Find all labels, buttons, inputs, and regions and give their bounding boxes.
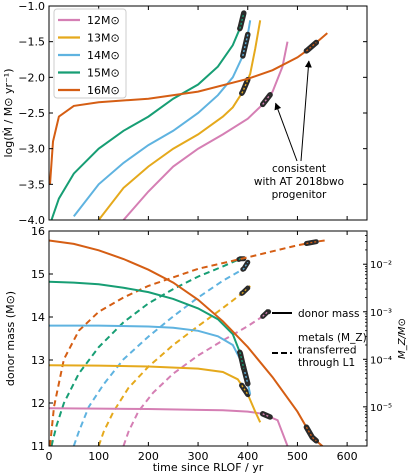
mass-highlight-inner-13: [241, 385, 249, 395]
bottom-y2-tick-label: 10⁻⁴: [370, 355, 392, 366]
bottom-y-axis-label: donor mass (M⊙): [4, 291, 17, 386]
legend-solid-label: donor mass: [298, 308, 359, 320]
legend-entry-15: 15M⊙: [87, 67, 120, 80]
series-line-12: [122, 41, 289, 220]
highlight-marker-12: [259, 92, 273, 108]
top-y-tick-label: −1.0: [18, 0, 45, 13]
mass-line-15: [49, 280, 245, 369]
metal-highlight-inner-13: [241, 287, 249, 294]
top-plot-area: [49, 10, 328, 220]
bottom-y2-axis-label: M_Z/M⊙: [397, 318, 408, 359]
series-line-13: [97, 20, 262, 220]
x-axis-label: time since RLOF / yr: [153, 461, 264, 474]
bottom-y2-tick-label: 10⁻²: [370, 260, 392, 271]
legend-entry-13: 13M⊙: [87, 32, 120, 45]
annotation-text-line: progenitor: [272, 189, 327, 201]
bottom-x-tick-label: 200: [138, 450, 159, 463]
bottom-axes-frame: [48, 230, 368, 447]
legend-dashed-label: through L1: [298, 357, 355, 369]
mass-highlight-inner-14: [242, 364, 249, 384]
legend-dashed-label: metals (M_Z): [298, 332, 367, 344]
bottom-y2-tick-label: 10⁻³: [370, 308, 392, 319]
annotation-text-line: with AT 2018bwo: [254, 176, 344, 188]
top-y-tick-label: −2.5: [18, 107, 45, 120]
annotation-text-line: consistent: [272, 163, 326, 175]
metal-highlight-inner-15: [238, 258, 244, 261]
bottom-legend: donor mass metals (M_Z)transferredthrough…: [272, 308, 367, 369]
bottom-plot-area: [49, 239, 328, 446]
bottom-x-tick-label: 400: [237, 450, 258, 463]
legend-entry-16: 16M⊙: [87, 84, 120, 97]
top-legend: 12M⊙ 13M⊙ 14M⊙ 15M⊙ 16M⊙: [53, 8, 127, 99]
bottom-x-tick-label: 100: [88, 450, 109, 463]
annotation-arrow-2: [300, 60, 312, 162]
highlight-inner-16: [305, 41, 317, 52]
bottom-y-tick-label: 12: [31, 397, 45, 410]
bottom-y-tick-label: 13: [31, 354, 45, 367]
bottom-x-tick-label: 0: [46, 450, 53, 463]
mass-highlight-inner-15: [239, 352, 245, 369]
mass-line-16: [49, 239, 324, 446]
metal-line-12: [122, 311, 269, 446]
metal-highlight-12: [260, 309, 272, 319]
mass-line-12: [49, 407, 289, 446]
top-y-tick-label: −3.0: [18, 143, 45, 156]
bottom-y-tick-label: 14: [31, 311, 45, 324]
metal-highlight-inner-14: [242, 261, 249, 270]
metal-line-15: [50, 257, 241, 446]
bottom-x-tick-label: 500: [287, 450, 308, 463]
series-line-15: [50, 12, 245, 220]
mass-line-13: [49, 364, 262, 423]
bottom-panel-donor-mass: 11 12 13 14 15 16 10⁻⁵ 10⁻⁴ 10⁻³ 10⁻² 0 100 200 300 40…: [4, 225, 408, 474]
bottom-y-tick-label: 11: [31, 440, 45, 453]
top-y-tick-label: −4.0: [18, 214, 45, 227]
top-y-tick-label: −3.5: [18, 178, 45, 191]
legend-entry-12: 12M⊙: [87, 14, 120, 27]
bottom-y-tick-label: 16: [31, 225, 45, 238]
metal-line-13: [97, 285, 251, 446]
legend-dashed-label: transferred: [298, 345, 357, 357]
top-y-tick-label: −1.5: [18, 36, 45, 49]
highlight-inner-15: [239, 12, 245, 29]
mass-highlight-16: [303, 424, 320, 444]
bottom-x-tick-label: 300: [188, 450, 209, 463]
top-panel-mass-loss-rate: −4.0 −3.5 −3.0 −2.5 −2.0 −1.5 −1.0 log(Ṁ / M⊙ y…: [2, 0, 368, 227]
metal-highlight-inner-16: [306, 241, 317, 245]
highlight-inner-13: [241, 79, 249, 94]
bottom-y2-tick-label: 10⁻⁵: [370, 403, 392, 414]
highlight-marker-14: [240, 31, 251, 59]
metal-line-14: [72, 261, 249, 446]
metal-line-16: [49, 239, 328, 446]
annotation-arrow-1: [274, 102, 298, 162]
mass-highlight-inner-12: [262, 413, 271, 418]
bottom-y-tick-label: 15: [31, 268, 45, 281]
legend-box: [53, 8, 127, 99]
top-y-axis-label: log(Ṁ / M⊙ yr⁻¹): [2, 69, 15, 158]
top-y-tick-label: −2.0: [18, 71, 45, 84]
bottom-x-tick-label: 600: [337, 450, 358, 463]
legend-entry-14: 14M⊙: [87, 49, 120, 62]
